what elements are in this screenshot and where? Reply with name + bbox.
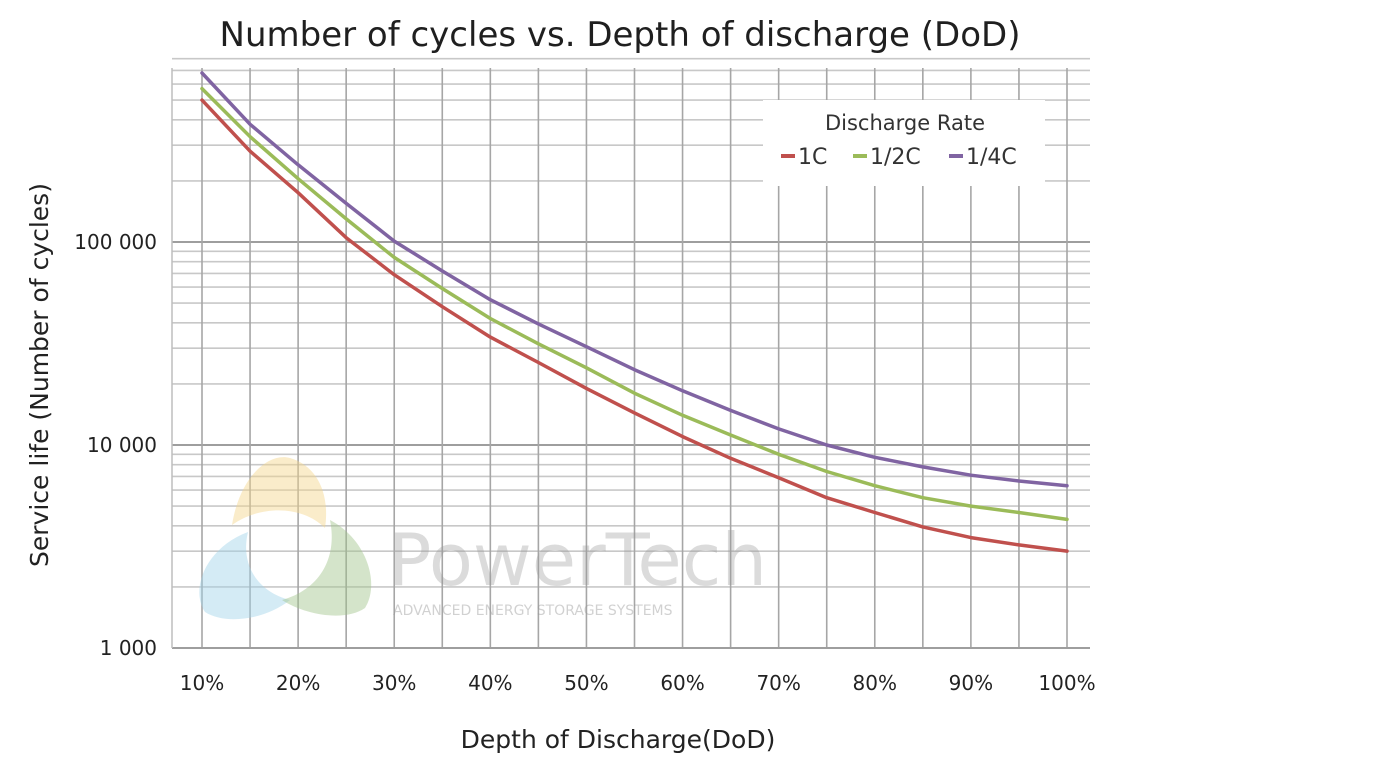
x-tick-label: 30%: [372, 671, 416, 695]
x-tick-label: 50%: [564, 671, 608, 695]
x-tick-label: 10%: [180, 671, 224, 695]
x-tick-label: 100%: [1038, 671, 1095, 695]
legend-label: 1C: [798, 145, 827, 170]
legend: Discharge Rate 1C 1/2C 1/4C: [763, 100, 1045, 186]
chart-title: Number of cycles vs. Depth of discharge …: [220, 15, 1021, 55]
watermark-name: PowerTech: [388, 518, 767, 602]
legend-title: Discharge Rate: [825, 111, 985, 135]
x-tick-label: 40%: [468, 671, 512, 695]
legend-background: [763, 100, 1045, 186]
x-axis-ticks: 10% 20% 30% 40% 50% 60% 70% 80% 90% 100%: [180, 671, 1096, 695]
x-tick-label: 60%: [660, 671, 704, 695]
watermark-tagline: ADVANCED ENERGY STORAGE SYSTEMS: [393, 603, 673, 619]
watermark-petal-green: [282, 520, 372, 616]
x-axis-label: Depth of Discharge(DoD): [461, 725, 776, 754]
y-tick-label: 1 000: [100, 636, 157, 660]
series-layer: [200, 71, 1069, 553]
watermark-petal-blue: [199, 532, 290, 620]
legend-label: 1/2C: [870, 145, 921, 170]
y-tick-label: 100 000: [74, 230, 157, 254]
x-tick-label: 80%: [853, 671, 897, 695]
watermark-petal-yellow: [232, 457, 327, 528]
x-tick-label: 90%: [949, 671, 993, 695]
y-axis-label: Service life (Number of cycles): [25, 183, 54, 567]
series-line-1-4c: [200, 71, 1069, 488]
series-line-1-2c: [200, 86, 1069, 522]
watermark-logo: PowerTech ADVANCED ENERGY STORAGE SYSTEM…: [199, 457, 767, 620]
legend-label: 1/4C: [966, 145, 1017, 170]
x-tick-label: 20%: [276, 671, 320, 695]
x-tick-label: 70%: [756, 671, 800, 695]
y-tick-label: 10 000: [87, 433, 157, 457]
y-axis-ticks: 1 000 10 000 100 000: [74, 230, 157, 660]
legend-items: 1C 1/2C 1/4C: [781, 145, 1017, 170]
series-line-1c: [200, 98, 1069, 553]
